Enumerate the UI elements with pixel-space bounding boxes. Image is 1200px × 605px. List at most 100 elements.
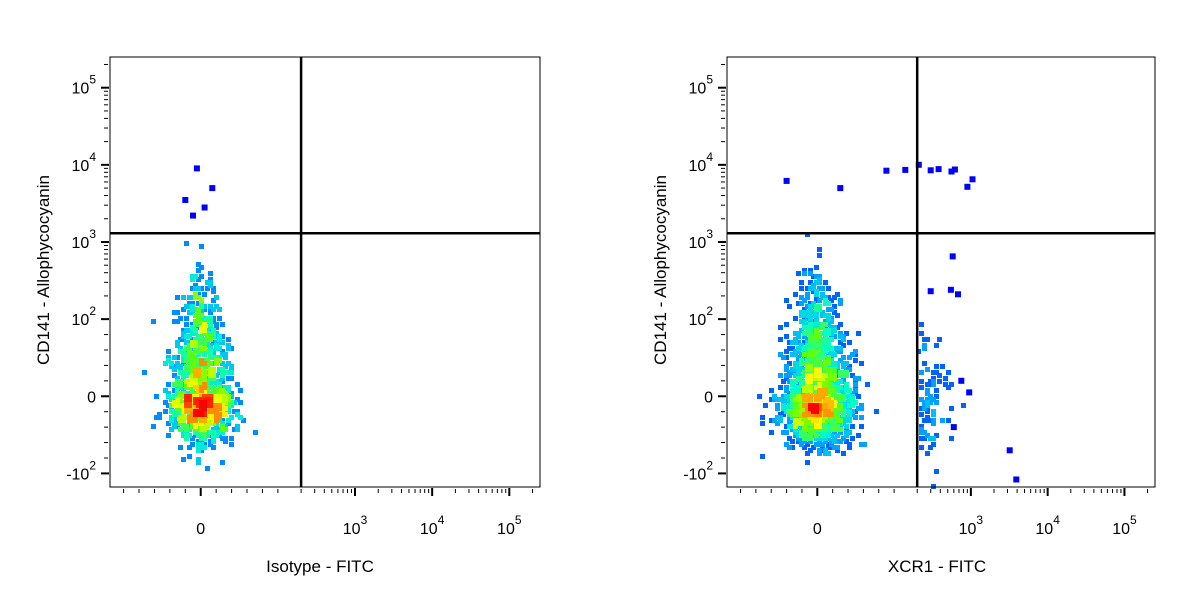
- event-dot: [166, 391, 171, 396]
- event-dot: [205, 406, 210, 411]
- event-dot: [808, 421, 813, 426]
- event-dot: [214, 373, 219, 378]
- event-dot: [178, 316, 183, 321]
- event-dot: [844, 415, 849, 420]
- event-dot: [217, 412, 222, 417]
- event-dot: [790, 415, 795, 420]
- event-dot: [817, 391, 822, 396]
- event-dot: [208, 433, 213, 438]
- event-dot: [166, 349, 171, 354]
- quadrant-gate: [727, 57, 1155, 487]
- event-dot: [802, 349, 807, 354]
- event-dot: [211, 328, 216, 333]
- event-dot: [802, 388, 807, 393]
- y-tick-exponent: 5: [706, 73, 713, 87]
- event-dot: [829, 319, 834, 324]
- event-dot: [190, 370, 195, 375]
- event-dot: [793, 331, 798, 336]
- event-dot: [841, 400, 846, 405]
- event-dot: [208, 373, 213, 378]
- event-dot: [175, 295, 180, 300]
- event-dot: [235, 397, 240, 402]
- event-dot: [802, 409, 807, 414]
- x-tick-base: 0: [196, 521, 205, 538]
- event-dot: [826, 427, 831, 432]
- event-dot: [172, 424, 177, 429]
- event-dot: [811, 301, 816, 306]
- event-dot: [805, 286, 810, 291]
- event-dot: [811, 337, 816, 342]
- event-dot: [847, 406, 852, 411]
- event-dot: [190, 355, 195, 360]
- event-dot: [829, 409, 834, 414]
- event-dot: [802, 385, 807, 390]
- event-dot: [811, 427, 816, 432]
- event-dot: [217, 394, 222, 399]
- y-tick-base: 10: [72, 235, 90, 252]
- event-dot: [181, 331, 186, 336]
- event-dot: [799, 367, 804, 372]
- event-dot: [826, 394, 831, 399]
- event-dot: [835, 325, 840, 330]
- event-dot: [814, 415, 819, 420]
- event-dot: [187, 382, 192, 387]
- event-dot: [187, 415, 192, 420]
- event-dot: [808, 409, 813, 414]
- event-dot: [190, 397, 195, 402]
- event-dot: [805, 424, 810, 429]
- event-dot: [181, 352, 186, 357]
- event-dot: [805, 421, 810, 426]
- rare-event-dot: [783, 177, 790, 184]
- event-dot: [187, 427, 192, 432]
- event-dot: [199, 349, 204, 354]
- event-dot: [796, 397, 801, 402]
- event-dot: [211, 316, 216, 321]
- event-dot: [775, 421, 780, 426]
- event-dot: [835, 403, 840, 408]
- y-tick-exponent: 2: [89, 458, 96, 472]
- event-dot: [826, 355, 831, 360]
- event-dot: [166, 382, 171, 387]
- event-dot: [793, 400, 798, 405]
- event-dot: [799, 391, 804, 396]
- event-dot: [187, 334, 192, 339]
- event-dot: [820, 406, 825, 411]
- event-dot: [802, 397, 807, 402]
- event-dot: [229, 370, 234, 375]
- event-dot: [784, 424, 789, 429]
- event-dot: [859, 442, 864, 447]
- event-dot: [802, 367, 807, 372]
- event-dot: [202, 379, 207, 384]
- event-dot: [199, 406, 204, 411]
- event-dot: [808, 424, 813, 429]
- event-dot: [184, 385, 189, 390]
- event-dot: [823, 379, 828, 384]
- event-dot: [946, 385, 951, 390]
- event-dot: [829, 316, 834, 321]
- event-dot: [199, 400, 204, 405]
- event-dot: [850, 424, 855, 429]
- event-dot: [829, 349, 834, 354]
- event-dot: [799, 394, 804, 399]
- event-dot: [826, 409, 831, 414]
- event-dot: [205, 364, 210, 369]
- event-dot: [211, 400, 216, 405]
- event-dot: [229, 403, 234, 408]
- event-dot: [202, 328, 207, 333]
- event-dot: [202, 418, 207, 423]
- event-dot: [199, 325, 204, 330]
- event-dot: [835, 382, 840, 387]
- event-dot: [793, 367, 798, 372]
- event-dot: [217, 379, 222, 384]
- event-dot: [814, 289, 819, 294]
- event-dot: [811, 391, 816, 396]
- event-dot: [790, 406, 795, 411]
- event-dot: [817, 442, 822, 447]
- event-dot: [808, 268, 813, 273]
- event-dot: [190, 328, 195, 333]
- event-dot: [805, 367, 810, 372]
- event-dot: [214, 397, 219, 402]
- event-dot: [841, 409, 846, 414]
- rare-event-dot: [1013, 476, 1020, 483]
- event-dot: [829, 337, 834, 342]
